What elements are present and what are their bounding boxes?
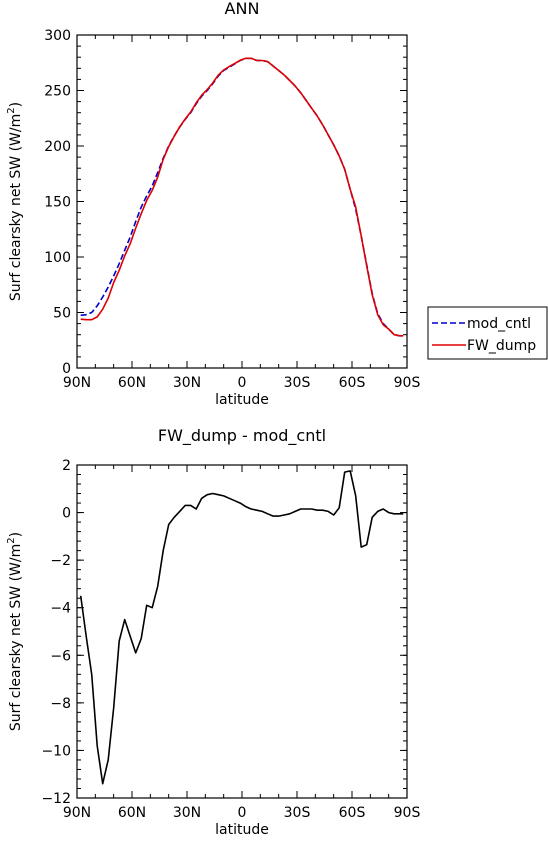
y-axis-label-close: ) (8, 532, 24, 537)
legend-box (427, 306, 548, 360)
plot-frame (76, 34, 408, 369)
top-chart: 90N 60N 30N 0 30S 60S 90S 0 50 100 150 200 250 300 lat… (6, 28, 420, 408)
bottom-chart: 90N 60N 30N 0 30S 60S 90S −12 −10 −8 −6 −4 −2 0 2 latit… (6, 458, 420, 838)
y-axis-label-text: Surf clearsky net SW (W/m (8, 544, 24, 731)
series-line-difference (79, 470, 404, 785)
y-axis-label-sup: 2 (6, 537, 17, 543)
y-tick-label: 2 (62, 458, 71, 474)
x-tick-label: 30S (284, 805, 311, 821)
y-axis-label-close: ) (8, 102, 24, 107)
top-chart-title: ANN (225, 0, 260, 18)
x-tick-label: 60S (339, 375, 366, 391)
series-line-mod-cntl (80, 57, 404, 337)
x-tick-label: 30N (173, 375, 201, 391)
y-axis-label: Surf clearsky net SW (W/m2) (6, 532, 24, 731)
y-tick-label: −10 (41, 743, 71, 759)
x-axis-label: latitude (215, 822, 269, 838)
x-axis-label: latitude (215, 392, 269, 408)
x-tick-label: 0 (238, 805, 247, 821)
y-tick-label: 300 (44, 28, 71, 44)
x-tick-label: 0 (238, 375, 247, 391)
y-tick-label: −12 (41, 791, 71, 807)
legend-label-fw-dump: FW_dump (467, 338, 536, 354)
x-tick-label: 60N (118, 375, 146, 391)
y-axis-label-sup: 2 (6, 107, 17, 113)
y-tick-label: 100 (44, 250, 71, 266)
x-tick-label: 90S (394, 805, 421, 821)
y-tick-label: −8 (50, 696, 71, 712)
y-tick-label: 250 (44, 84, 71, 100)
y-tick-label: 50 (53, 306, 71, 322)
y-tick-label: −2 (50, 553, 71, 569)
y-tick-label: −4 (50, 601, 71, 617)
y-tick-label: 150 (44, 195, 71, 211)
legend-label-mod-cntl: mod_cntl (467, 316, 531, 332)
y-tick-label: 200 (44, 139, 71, 155)
x-tick-label: 30N (173, 805, 201, 821)
x-tick-label: 60N (118, 805, 146, 821)
series-line-FW-dump (80, 57, 404, 337)
x-tick-label: 90S (394, 375, 421, 391)
y-axis-label: Surf clearsky net SW (W/m2) (6, 102, 24, 301)
x-tick-label: 60S (339, 805, 366, 821)
x-tick-label: 90N (63, 375, 91, 391)
y-tick-label: 0 (62, 506, 71, 522)
legend: mod_cntl FW_dump (427, 306, 548, 360)
y-axis-label-text: Surf clearsky net SW (W/m (8, 114, 24, 301)
bottom-chart-title: FW_dump - mod_cntl (158, 426, 326, 446)
x-tick-label: 30S (284, 375, 311, 391)
x-tick-label: 90N (63, 805, 91, 821)
y-tick-label: 0 (62, 361, 71, 377)
y-tick-label: −6 (50, 648, 71, 664)
